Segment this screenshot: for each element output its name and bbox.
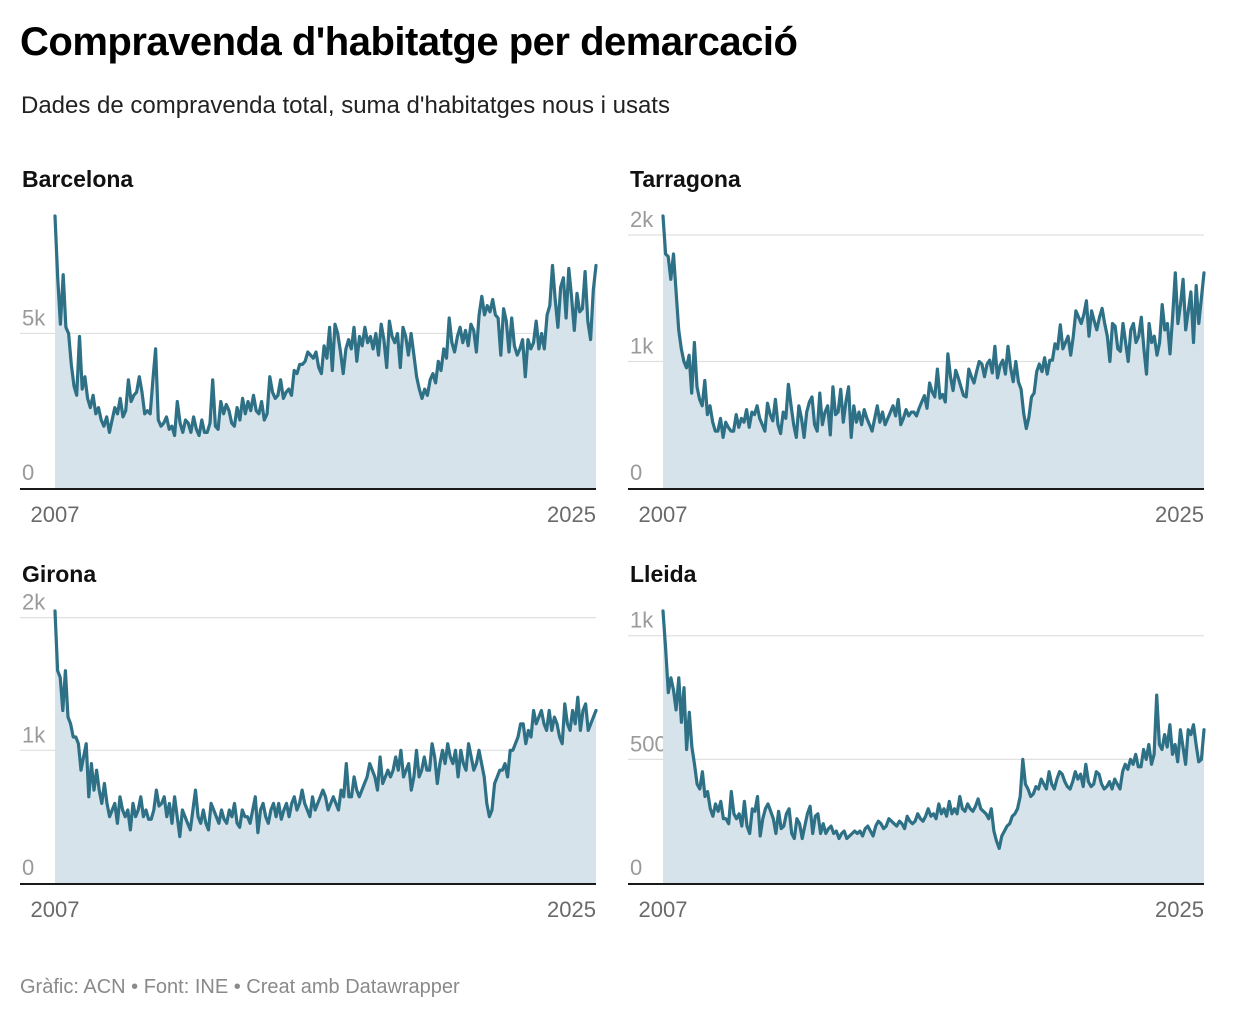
y-tick-label: 500 [630,731,667,756]
series-area [663,611,1204,883]
panel-title-lleida: Lleida [630,561,697,587]
chart-lleida: 0 500 1k 2007 2025 [628,608,1206,922]
y-tick-label: 5k [22,305,46,330]
y-tick-label: 1k [630,333,654,358]
y-tick-label: 2k [630,207,654,232]
source-footer: Gràfic: ACN • Font: INE • Creat amb Data… [20,976,460,998]
x-tick-label: 2007 [639,502,688,527]
series-area [663,216,1204,488]
series-line [53,214,598,438]
y-tick-label: 0 [22,855,34,880]
y-tick-label: 1k [630,608,654,633]
y-tick-label: 0 [630,460,642,485]
chart-barcelona: 0 5k 2007 2025 [20,214,598,527]
panel-title-girona: Girona [22,561,97,587]
x-tick-label: 2025 [1155,502,1204,527]
x-tick-label: 2025 [547,897,596,922]
panel-lleida: Lleida 0 500 1k 2007 2025 [628,561,1218,941]
series-line [661,609,1206,850]
chart-subtitle: Dades de compravenda total, suma d'habit… [21,92,670,119]
x-tick-label: 2025 [547,502,596,527]
y-tick-label: 0 [22,460,34,485]
x-tick-label: 2007 [31,897,80,922]
panel-girona: Girona 0 1k 2k 2007 2025 [20,561,610,941]
y-tick-label: 2k [22,590,46,615]
panel-title-barcelona: Barcelona [22,166,134,192]
series-line [53,609,598,839]
chart-girona: 0 1k 2k 2007 2025 [20,590,598,922]
y-tick-label: 0 [630,855,642,880]
y-tick-label: 1k [22,722,46,747]
x-tick-label: 2025 [1155,897,1204,922]
series-area [55,611,596,883]
chart-title: Compravenda d'habitatge per demarcació [20,20,798,64]
chart-tarragona: 0 1k 2k 2007 2025 [628,207,1206,527]
panel-tarragona: Tarragona 0 1k 2k 2007 2025 [628,166,1218,546]
x-tick-label: 2007 [31,502,80,527]
panel-title-tarragona: Tarragona [630,166,741,192]
x-tick-label: 2007 [639,897,688,922]
panel-barcelona: Barcelona 0 5k 2007 2025 [20,166,610,546]
series-line [661,214,1206,439]
